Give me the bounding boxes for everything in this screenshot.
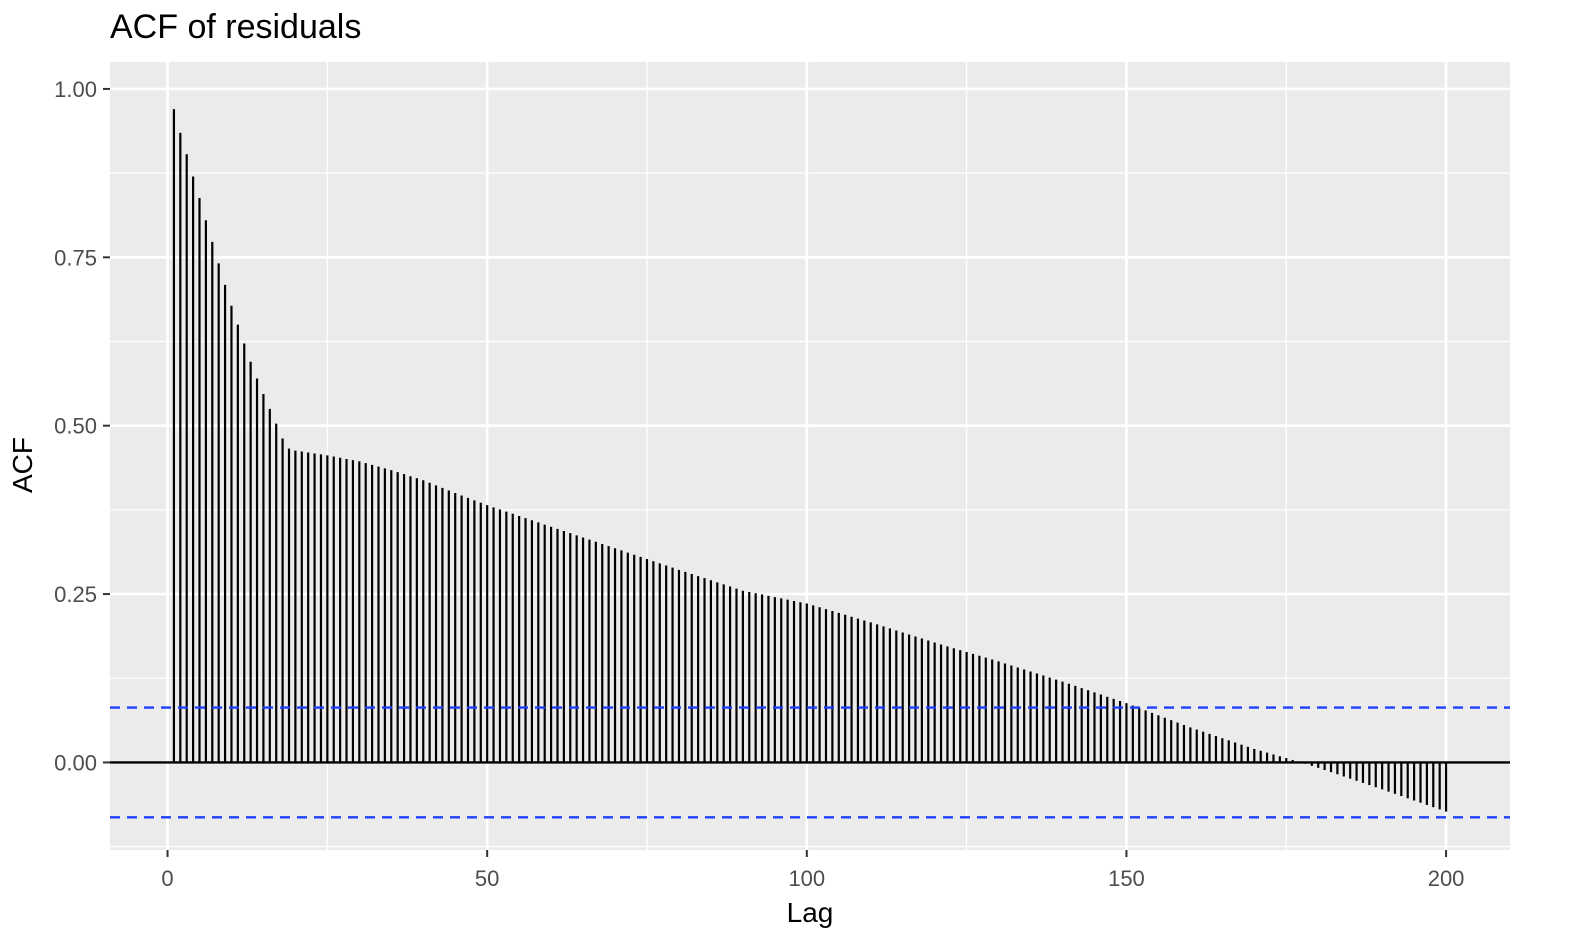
acf-bars <box>172 109 1448 812</box>
plot-panel <box>110 62 1510 850</box>
y-tick-label-3: 0.75 <box>54 245 97 270</box>
y-axis-title: ACF <box>7 437 38 493</box>
y-tick-label-2: 0.50 <box>54 414 97 439</box>
x-tick-label-2: 100 <box>788 866 825 891</box>
x-tick-label-1: 50 <box>475 866 499 891</box>
y-tick-label-1: 0.25 <box>54 582 97 607</box>
confidence-bounds <box>110 706 1510 819</box>
y-tick-label-0: 0.00 <box>54 750 97 775</box>
x-axis: 0 50 100 150 200 <box>161 850 1464 891</box>
chart-title: ACF of residuals <box>110 8 361 46</box>
y-tick-label-4: 1.00 <box>54 77 97 102</box>
x-axis-title: Lag <box>787 897 834 928</box>
x-tick-label-4: 200 <box>1428 866 1465 891</box>
x-tick-label-0: 0 <box>161 866 173 891</box>
y-axis: 0.00 0.25 0.50 0.75 1.00 <box>54 77 110 775</box>
minor-gridlines <box>110 62 1510 850</box>
x-tick-label-3: 150 <box>1108 866 1145 891</box>
